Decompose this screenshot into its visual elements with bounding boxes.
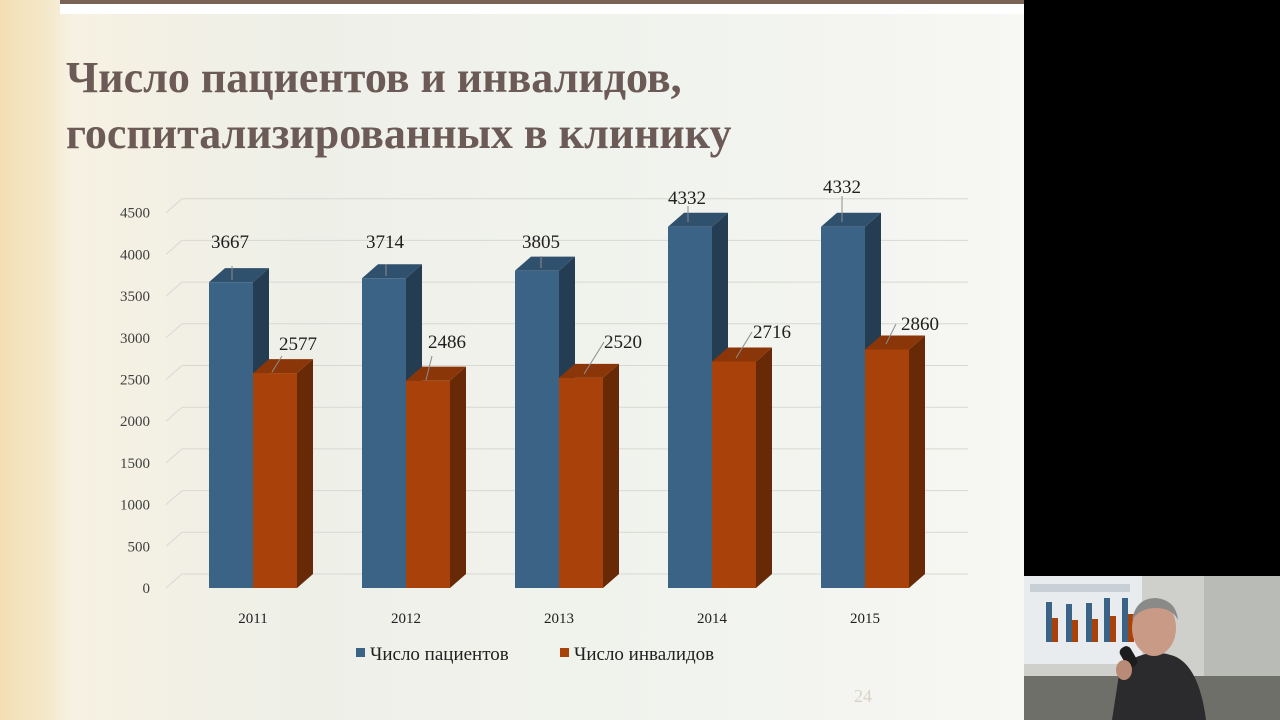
gridline-slant	[165, 406, 183, 422]
data-label: 3714	[366, 232, 405, 253]
title-line-1: Число пациентов и инвалидов,	[66, 53, 682, 102]
slide: Число пациентов и инвалидов, госпитализи…	[0, 0, 1024, 720]
x-tick-label: 2012	[391, 611, 421, 627]
bar	[362, 278, 406, 588]
legend-swatch	[356, 648, 365, 657]
data-label-leader	[885, 323, 897, 345]
data-label: 3805	[522, 232, 560, 253]
bar-side	[756, 347, 772, 588]
chart-legend: Число пациентов Число инвалидов	[356, 644, 714, 665]
bar-chart: 0 500 1000 1500 2000 2500 3000 3500 4000 4500 366…	[120, 177, 968, 665]
title-line-2: госпитализированных в клинику	[66, 109, 732, 158]
bar-top	[821, 212, 881, 227]
gridline-slant	[165, 365, 183, 380]
bar-top	[515, 256, 575, 271]
bar	[515, 270, 559, 588]
y-axis-ticks: 0 500 1000 1500 2000 2500 3000 3500 4000 4500	[120, 206, 150, 597]
data-label-leader	[735, 331, 753, 359]
bar	[559, 377, 603, 588]
gridline-slant	[165, 573, 183, 589]
bar	[209, 282, 253, 588]
gridline-slant	[165, 198, 183, 214]
slide-title: Число пациентов и инвалидов, госпитализи…	[66, 50, 966, 162]
legend-label: Число инвалидов	[574, 644, 714, 665]
data-label: 2577	[279, 334, 317, 355]
y-tick-label: 4500	[120, 206, 150, 222]
data-label: 4332	[668, 188, 706, 209]
y-tick-label: 3500	[120, 289, 150, 305]
data-label-leader	[583, 341, 605, 375]
x-tick-label: 2015	[850, 611, 880, 627]
bar	[406, 380, 450, 588]
bar-side	[603, 363, 619, 588]
data-label: 2716	[753, 322, 791, 343]
gridline-slant	[165, 490, 183, 505]
gridline-slant	[165, 240, 183, 255]
y-tick-label: 0	[143, 581, 151, 597]
slide-top-bar	[60, 0, 1024, 14]
bar-top	[559, 363, 619, 378]
x-axis-ticks: 2011 2012 2013 2014 2015	[238, 611, 880, 627]
gridline-slant	[165, 281, 183, 297]
data-label: 2520	[604, 332, 642, 353]
data-label-leader	[425, 355, 433, 381]
slide-number: 24	[854, 686, 872, 706]
y-tick-label: 3000	[120, 331, 150, 347]
bar-side	[450, 366, 466, 588]
chart-bars	[209, 212, 925, 589]
data-label: 3667	[211, 232, 249, 253]
x-tick-label: 2014	[697, 611, 728, 627]
data-label-leader	[271, 355, 283, 373]
bar-side	[909, 335, 925, 588]
bar-top	[668, 212, 728, 227]
bar	[668, 226, 712, 589]
y-tick-label: 1500	[120, 456, 150, 472]
presenter-video-inset	[1024, 576, 1280, 720]
bar	[712, 361, 756, 588]
y-tick-label: 500	[128, 539, 151, 555]
bar-top	[209, 268, 269, 283]
bar	[865, 349, 909, 588]
y-tick-label: 2000	[120, 414, 150, 430]
bar-top	[712, 347, 772, 362]
gridline-slant	[165, 531, 183, 547]
gridline-slant	[165, 448, 183, 464]
data-label: 2860	[901, 314, 939, 335]
presenter-video-icon	[1024, 576, 1280, 720]
y-tick-label: 4000	[120, 247, 150, 263]
y-tick-label: 2500	[120, 373, 150, 389]
x-tick-label: 2013	[544, 611, 574, 627]
bar-top	[362, 264, 422, 279]
bar-top	[406, 366, 466, 381]
gridline-slant	[165, 323, 183, 339]
x-tick-label: 2011	[238, 611, 267, 627]
data-label: 4332	[823, 177, 861, 198]
bar-top	[865, 335, 925, 350]
bar-side	[297, 359, 313, 588]
data-labels: 3667 2577 3714 2486 3805 2520 4332 2716 4332 2860	[211, 177, 939, 381]
legend-swatch	[560, 648, 569, 657]
y-tick-label: 1000	[120, 498, 150, 514]
bar-top	[253, 359, 313, 374]
bar	[821, 226, 865, 589]
legend-label: Число пациентов	[370, 644, 509, 665]
data-label: 2486	[428, 332, 466, 353]
bar	[253, 373, 297, 588]
